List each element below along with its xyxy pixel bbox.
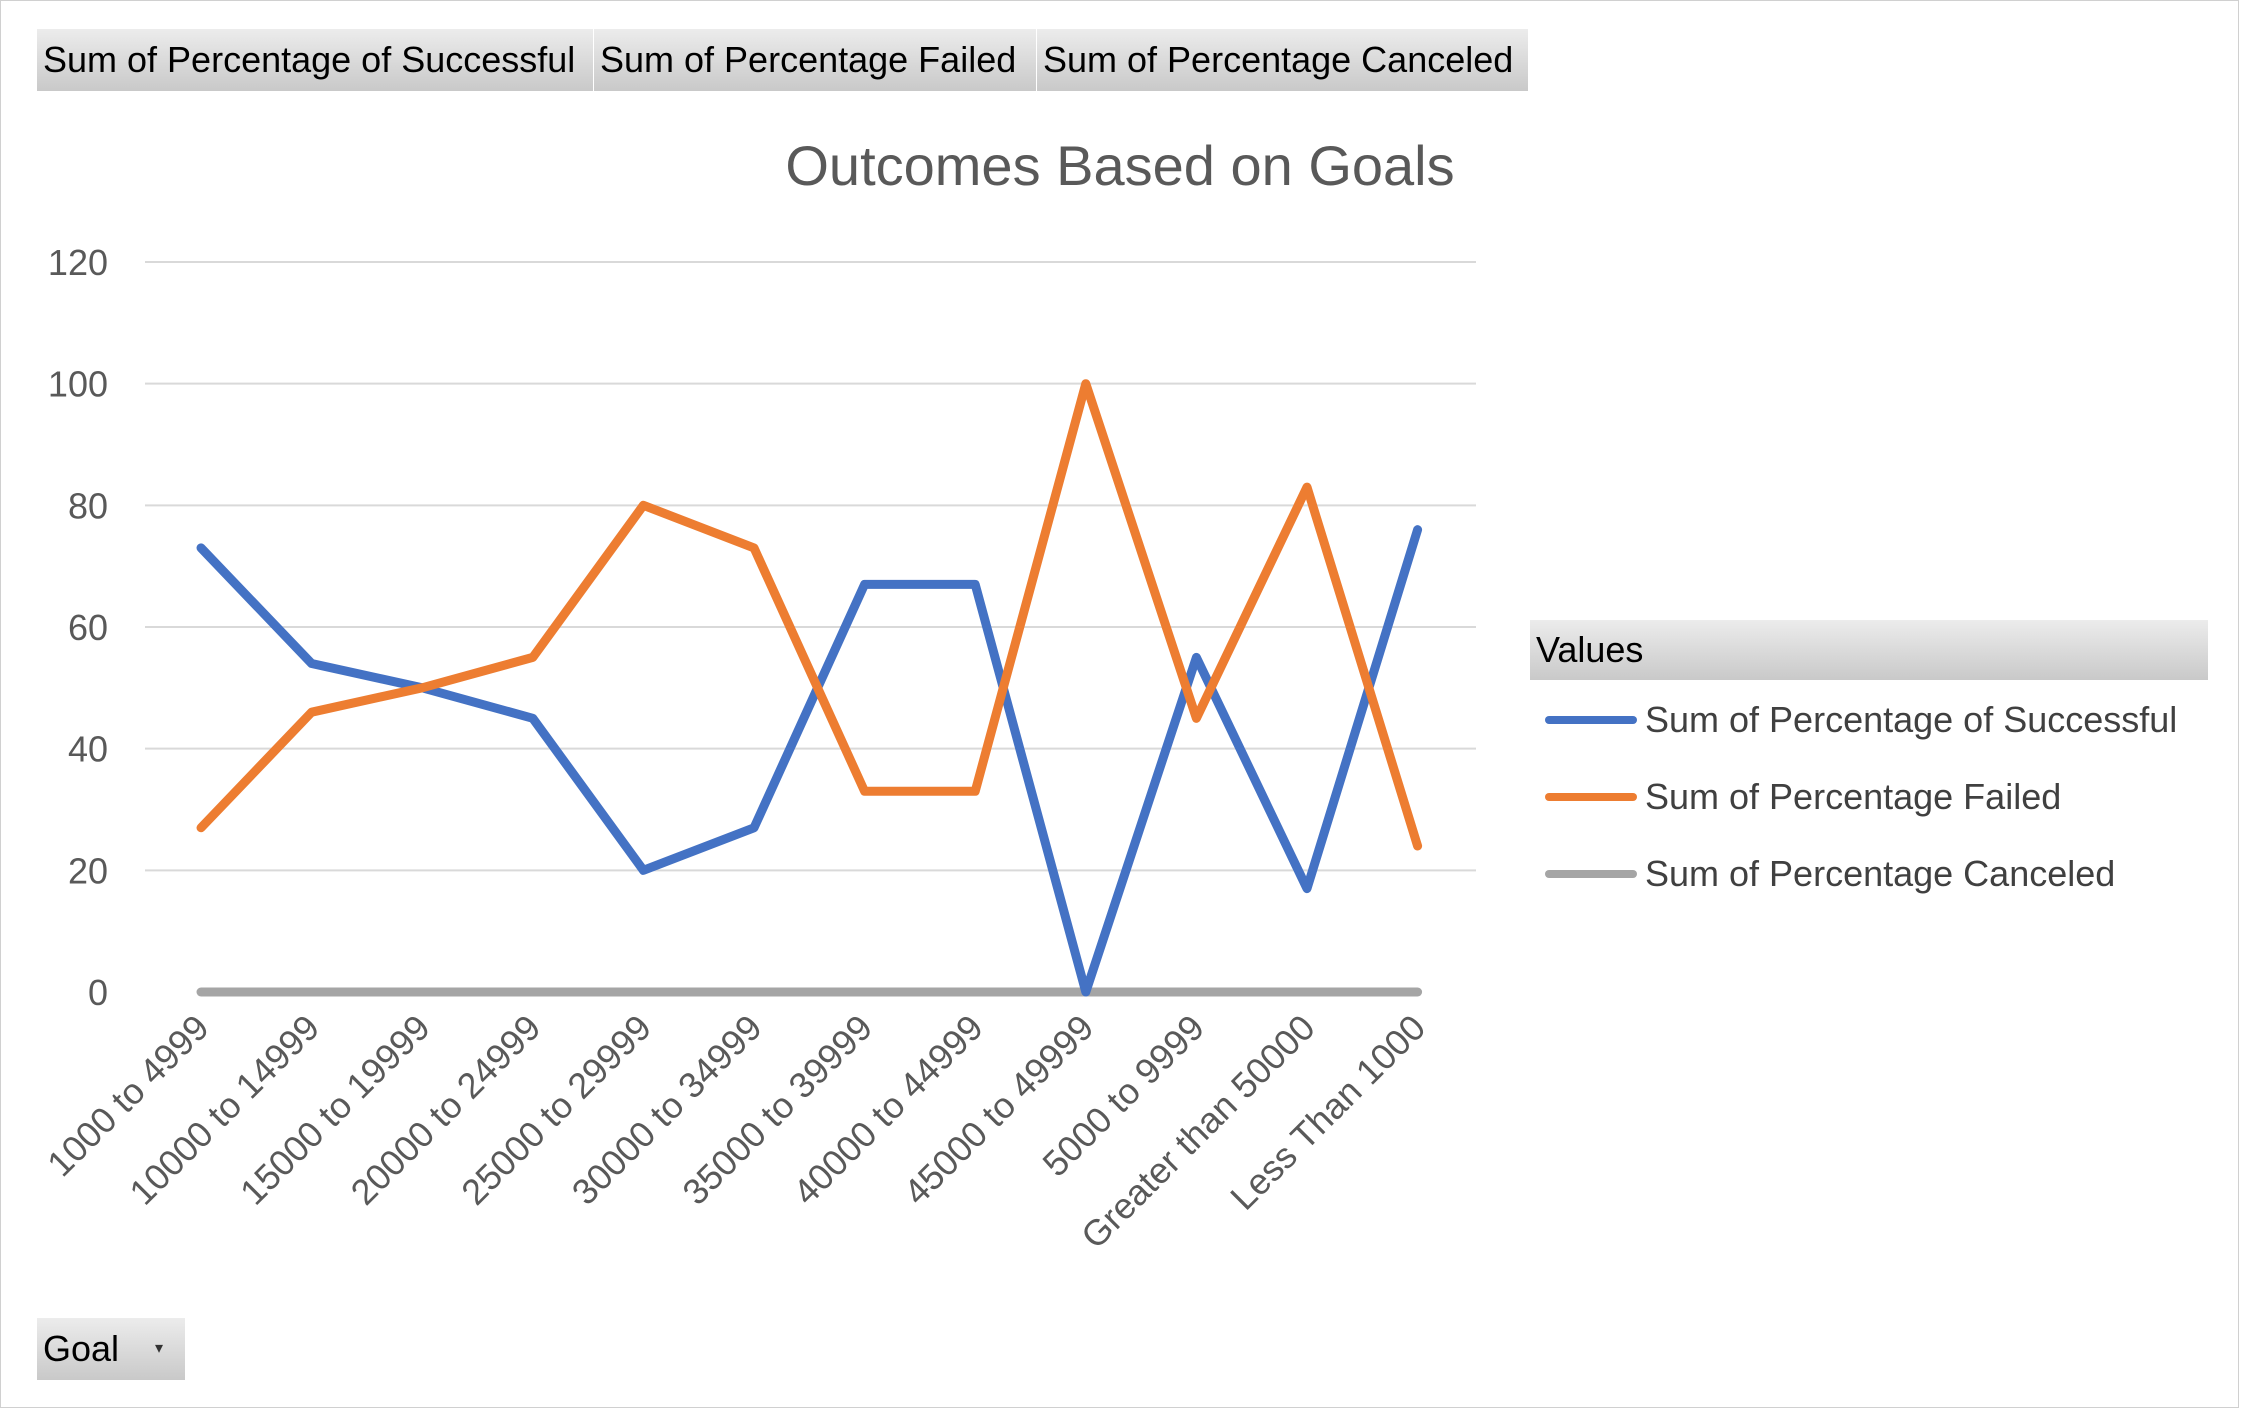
legend-label-canceled: Sum of Percentage Canceled (1645, 853, 2116, 894)
legend-swatch-canceled (1545, 870, 1637, 878)
legend-item-failed[interactable]: Sum of Percentage Failed (1545, 767, 2061, 827)
y-tick-label: 120 (48, 242, 108, 283)
y-tick-label: 40 (68, 729, 108, 770)
dropdown-arrow-icon: ▾ (154, 1340, 163, 1357)
x-tick-label: 20000 to 24999 (343, 1007, 549, 1213)
series-line-successful (196, 525, 1423, 997)
legend-item-canceled[interactable]: Sum of Percentage Canceled (1545, 844, 2115, 904)
y-tick-label: 0 (88, 972, 108, 1013)
goal-label: Goal (43, 1328, 120, 1369)
x-tick-label: 40000 to 44999 (785, 1007, 991, 1213)
x-tick-label: 15000 to 19999 (232, 1007, 438, 1213)
goal-filter-button[interactable]: Goal ▾ (37, 1318, 185, 1380)
series-line-failed (196, 379, 1423, 851)
y-tick-label: 80 (68, 485, 108, 526)
legend-label-failed: Sum of Percentage Failed (1645, 776, 2062, 817)
legend-swatch-failed (1545, 793, 1637, 801)
field-button-canceled[interactable]: Sum of Percentage Canceled (1037, 29, 1529, 91)
x-tick-label: 25000 to 29999 (453, 1007, 659, 1213)
legend-swatch-successful (1545, 716, 1637, 724)
chart-title: Outcomes Based on Goals (785, 134, 1454, 197)
y-tick-label: 20 (68, 850, 108, 891)
x-tick-label: 10000 to 14999 (121, 1007, 327, 1213)
x-tick-label: 30000 to 34999 (564, 1007, 770, 1213)
field-button-successful[interactable]: Sum of Percentage of Successful (37, 29, 594, 91)
legend-label-successful: Sum of Percentage of Successful (1645, 699, 2178, 740)
legend-header: Values (1530, 620, 2208, 680)
y-tick-label: 100 (48, 364, 108, 405)
x-tick-label: 45000 to 49999 (896, 1007, 1102, 1213)
legend-item-successful[interactable]: Sum of Percentage of Successful (1545, 690, 2177, 750)
x-tick-label: 35000 to 39999 (674, 1007, 880, 1213)
y-tick-label: 60 (68, 607, 108, 648)
x-tick-label: Less Than 1000 (1222, 1007, 1433, 1218)
field-button-failed[interactable]: Sum of Percentage Failed (594, 29, 1037, 91)
